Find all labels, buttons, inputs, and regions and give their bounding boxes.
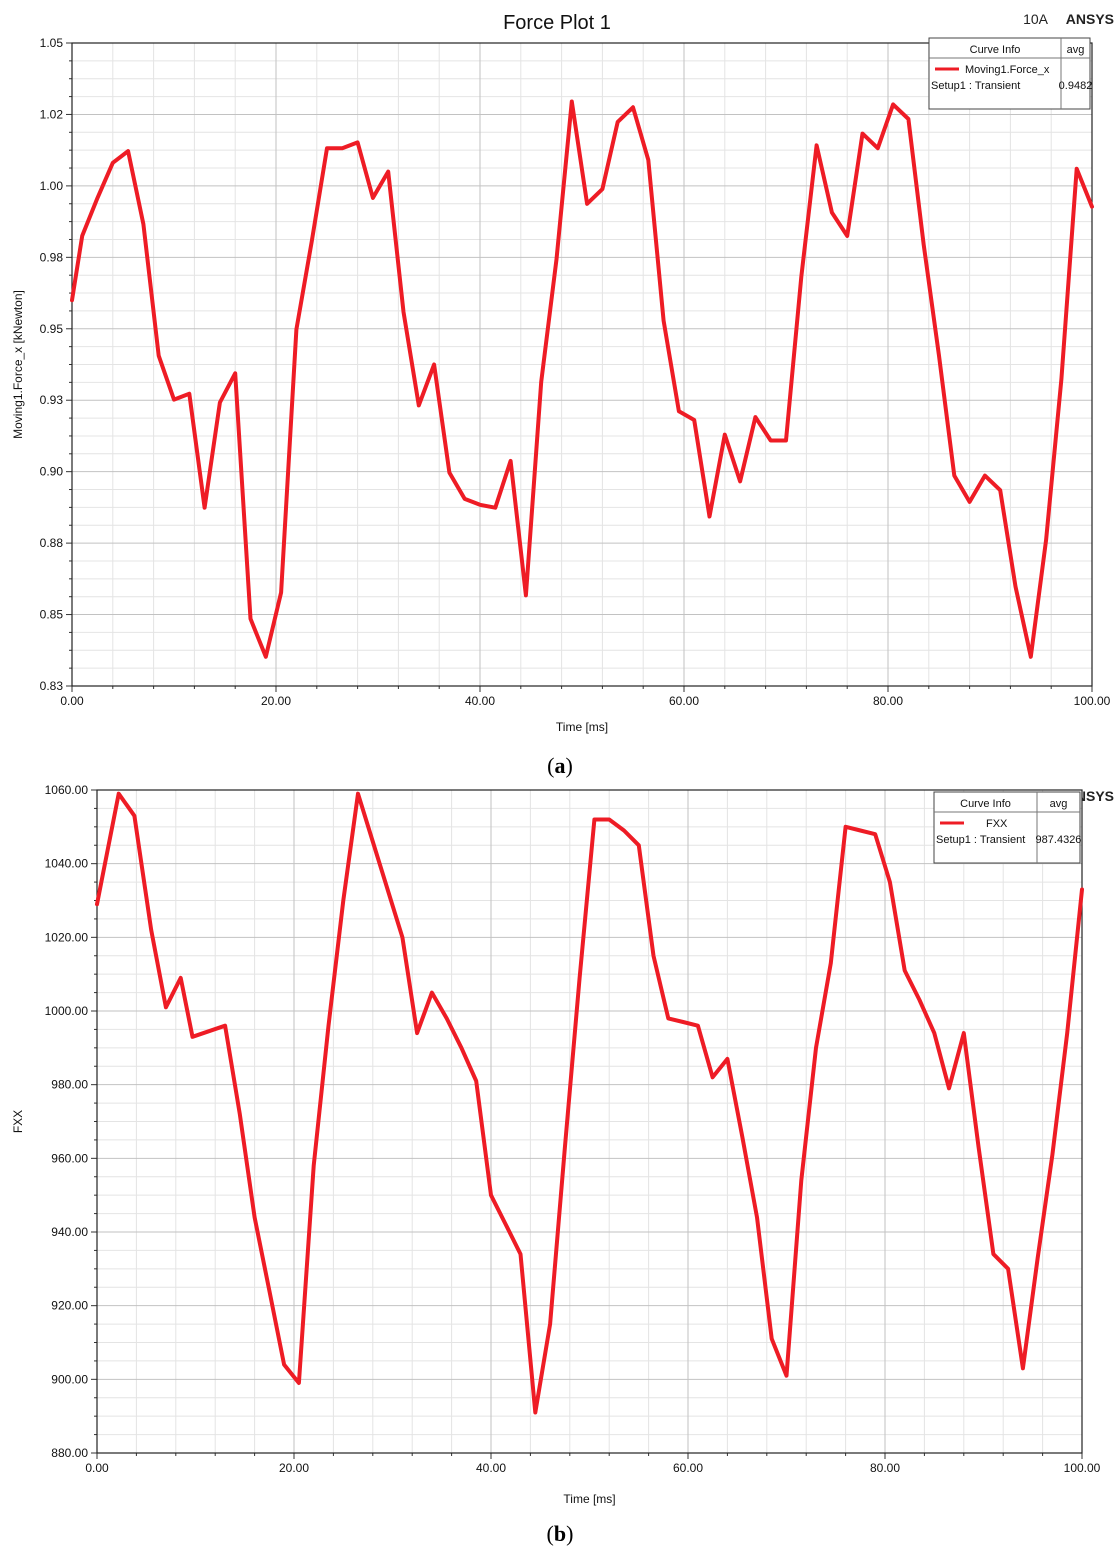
y-tick-label: 0.90: [40, 465, 64, 479]
legend-entry-name: Moving1.Force_x: [965, 64, 1050, 76]
legend-entry-setup: Setup1 : Transient: [936, 834, 1025, 846]
y-tick-label: 0.93: [40, 393, 64, 407]
y-tick-label: 1060.00: [45, 783, 89, 797]
y-tick-label: 960.00: [51, 1151, 88, 1165]
chart-title: Force Plot 1: [503, 12, 611, 34]
legend-frame: [933, 791, 1081, 864]
y-tick-label: 0.98: [40, 250, 64, 264]
y-axis-label: Moving1.Force_x [kNewton]: [11, 290, 25, 439]
y-axis-label: FXX: [11, 1110, 25, 1133]
legend-header: Curve Info: [960, 798, 1011, 810]
figure-caption: (b): [547, 1521, 574, 1546]
x-tick-label: 80.00: [870, 1461, 900, 1475]
x-tick-label: 80.00: [873, 694, 903, 708]
legend-entry-value: 987.4326: [1036, 834, 1082, 846]
y-tick-label: 0.83: [40, 679, 64, 693]
y-tick-label: 1.05: [40, 36, 64, 50]
y-tick-label: 1.00: [40, 179, 64, 193]
x-tick-label: 20.00: [279, 1461, 309, 1475]
y-tick-label: 980.00: [51, 1078, 88, 1092]
series-line-fxx: [95, 791, 1084, 1415]
x-tick-label: 60.00: [673, 1461, 703, 1475]
brand-code: 10A: [1023, 11, 1049, 27]
y-tick-label: 940.00: [51, 1225, 88, 1239]
chart-panel-2: Calculator Expressions Plot 210AANSYS0.0…: [11, 783, 1114, 1546]
plot-frame: [96, 789, 1083, 1454]
y-tick-label: 0.95: [40, 322, 64, 336]
y-tick-label: 920.00: [51, 1299, 88, 1313]
x-axis-label: Time [ms]: [563, 1492, 615, 1506]
legend-col-header: avg: [1050, 798, 1068, 810]
x-tick-label: 20.00: [261, 694, 291, 708]
y-tick-label: 0.88: [40, 536, 64, 550]
figure-caption: (a): [547, 753, 573, 778]
plot-frame: [71, 42, 1093, 687]
y-tick-label: 880.00: [51, 1446, 88, 1460]
legend-entry-value: 0.9482: [1059, 80, 1093, 92]
x-tick-label: 60.00: [669, 694, 699, 708]
y-tick-label: 1020.00: [45, 930, 89, 944]
y-tick-label: 900.00: [51, 1372, 88, 1386]
x-tick-label: 40.00: [465, 694, 495, 708]
y-tick-label: 1.02: [40, 107, 64, 121]
x-tick-label: 0.00: [85, 1461, 109, 1475]
x-axis-label: Time [ms]: [556, 720, 608, 734]
legend-header: Curve Info: [970, 44, 1021, 56]
x-tick-label: 100.00: [1074, 694, 1111, 708]
y-tick-label: 1000.00: [45, 1004, 89, 1018]
chart-panel-1: Force Plot 1 10A ANSYS 0.00 20.00 40.00 60.00 8…: [11, 11, 1114, 778]
legend-col-header: avg: [1067, 44, 1085, 56]
x-tick-label: 40.00: [476, 1461, 506, 1475]
legend-entry-setup: Setup1 : Transient: [931, 80, 1020, 92]
brand-logo: ANSYS: [1066, 11, 1114, 27]
legend-box: Curve Info avg FXX Setup1 : Transient 987.43…: [933, 791, 1082, 864]
x-tick-label: 0.00: [60, 694, 84, 708]
y-tick-label: 0.85: [40, 608, 64, 622]
y-tick-label: 1040.00: [45, 857, 89, 871]
x-tick-label: 100.00: [1064, 1461, 1101, 1475]
series-line-moving1-force-x: [70, 99, 1094, 659]
legend-entry-name: FXX: [986, 818, 1008, 830]
legend-box: Curve Info avg Moving1.Force_x Setup1 : Tra…: [928, 37, 1093, 110]
legend-frame: [928, 37, 1091, 110]
